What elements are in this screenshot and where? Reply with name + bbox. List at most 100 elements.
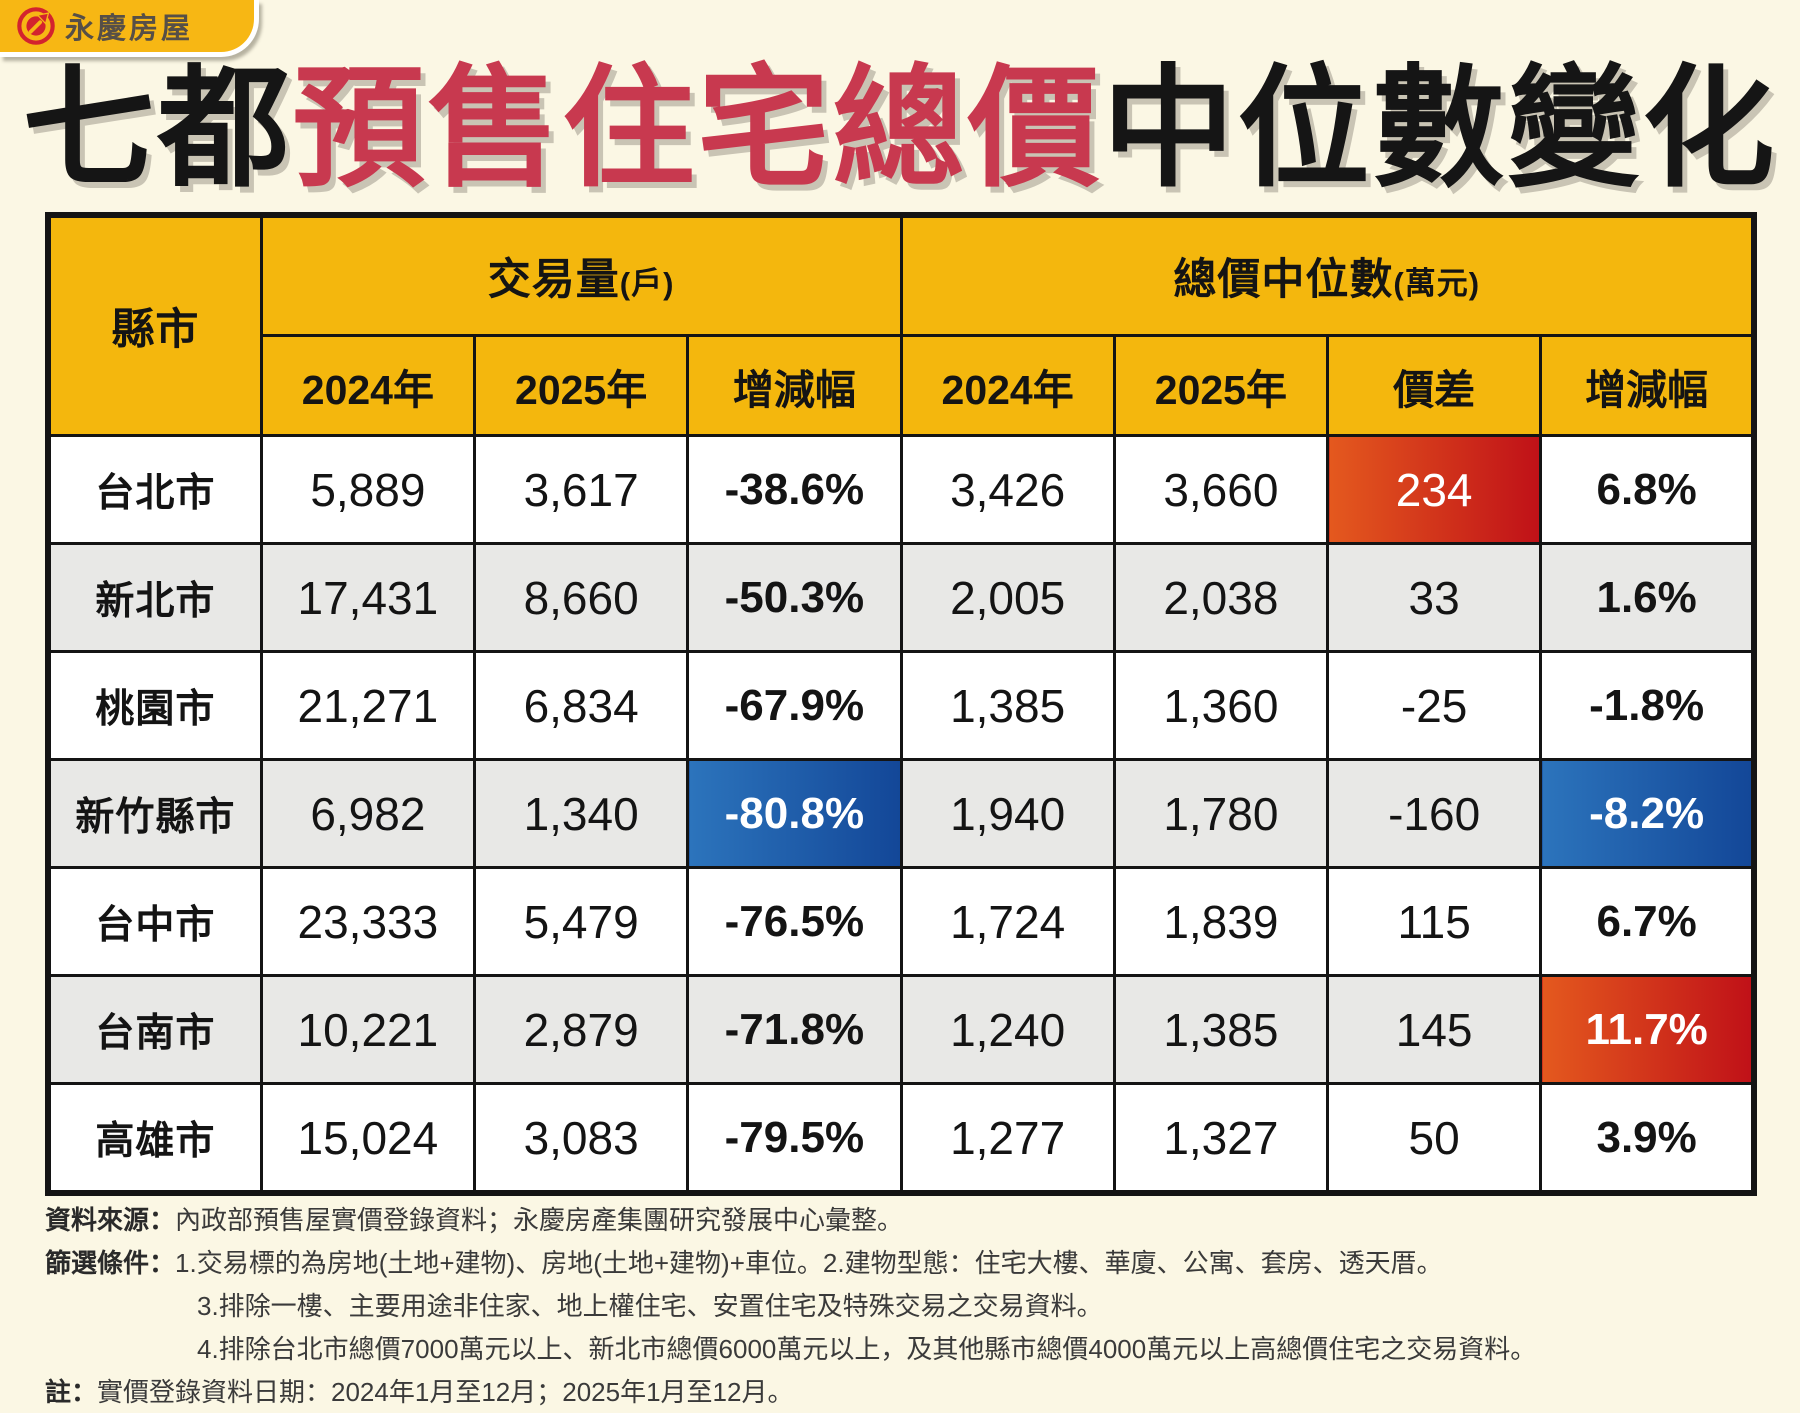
price-diff-cell: 50 xyxy=(1325,1082,1543,1195)
table-row-kaohsiung: 高雄市 15,024 3,083 -79.5% 1,277 1,327 50 3… xyxy=(46,1082,1756,1195)
vol-2024-cell: 10,221 xyxy=(259,974,477,1085)
table-row-taipei: 台北市 5,889 3,617 -38.6% 3,426 3,660 234 6… xyxy=(46,434,1756,545)
price-2025-cell: 1,360 xyxy=(1112,650,1330,761)
vol-2025-cell: 3,083 xyxy=(472,1082,690,1195)
remark-text: 實價登錄資料日期：2024年1月至12月；2025年1月至12月。 xyxy=(97,1377,794,1408)
price-change-cell: 3.9% xyxy=(1539,1082,1756,1195)
vol-2025-cell: 2,879 xyxy=(472,974,690,1085)
brand-name: 永慶房屋 xyxy=(65,13,194,45)
price-2025-cell: 1,385 xyxy=(1112,974,1330,1085)
brand-banner: 永慶房屋 xyxy=(0,0,259,57)
source-note: 資料來源：內政部預售屋實價登錄資料；永慶房產集團研究發展中心彙整。 xyxy=(45,1206,1761,1234)
city-cell: 台北市 xyxy=(46,434,263,545)
price-2025-cell: 3,660 xyxy=(1112,434,1330,545)
vol-2025-cell: 3,617 xyxy=(472,434,690,545)
price-2024-cell: 2,005 xyxy=(899,542,1116,653)
price-change-cell-highlight-blue: -8.2% xyxy=(1539,758,1756,869)
price-change-cell: 1.6% xyxy=(1539,542,1756,653)
filter-note-2: 3.排除一樓、主要用途非住家、地上權住宅、安置住宅及特殊交易之交易資料。 xyxy=(45,1292,1761,1320)
table-sub-header-row: 2024年 2025年 增減幅 2024年 2025年 價差 增減幅 xyxy=(48,334,1756,437)
price-group-label: 總價中位數 xyxy=(1173,256,1394,304)
title-black-prefix: 七都 xyxy=(22,55,293,202)
vol-change-header: 增減幅 xyxy=(686,334,903,437)
table-row-taoyuan: 桃園市 21,271 6,834 -67.9% 1,385 1,360 -25 … xyxy=(46,650,1756,761)
city-cell: 台中市 xyxy=(46,866,263,977)
filter-note-1: 篩選條件：1.交易標的為房地(土地+建物)、房地(土地+建物)+車位。2.建物型… xyxy=(45,1249,1761,1277)
city-cell: 新北市 xyxy=(46,542,263,653)
filter-text-3: 4.排除台北市總價7000萬元以上、新北市總價6000萬元以上，及其他縣市總價4… xyxy=(197,1334,1537,1365)
price-change-cell: -1.8% xyxy=(1539,650,1756,761)
yungching-logo-icon xyxy=(16,6,56,46)
title-red-middle: 預售住宅總價 xyxy=(292,55,1103,202)
price-2025-cell: 1,327 xyxy=(1112,1082,1330,1195)
volume-group-unit: (戶) xyxy=(619,266,675,301)
price-change-header: 增減幅 xyxy=(1539,334,1756,437)
price-2025-cell: 2,038 xyxy=(1112,542,1330,653)
remark-note: 註：實價登錄資料日期：2024年1月至12月；2025年1月至12月。 xyxy=(45,1378,1761,1406)
vol-change-cell: -50.3% xyxy=(686,542,903,653)
price-2024-cell: 1,940 xyxy=(899,758,1116,869)
price-group-unit: (萬元) xyxy=(1393,266,1481,301)
vol-2024-cell: 17,431 xyxy=(259,542,477,653)
source-label: 資料來源： xyxy=(45,1205,176,1235)
vol-change-cell: -67.9% xyxy=(686,650,903,761)
price-change-cell-highlight-red: 11.7% xyxy=(1539,974,1756,1085)
price-diff-cell: -160 xyxy=(1325,758,1543,869)
vol-2025-cell: 5,479 xyxy=(472,866,690,977)
price-2024-cell: 1,385 xyxy=(899,650,1116,761)
city-cell: 桃園市 xyxy=(46,650,263,761)
filter-text-1: 1.交易標的為房地(土地+建物)、房地(土地+建物)+車位。2.建物型態：住宅大… xyxy=(175,1248,1443,1279)
price-diff-cell: -25 xyxy=(1325,650,1543,761)
vol-2024-cell: 6,982 xyxy=(259,758,477,869)
table-group-header-row: 縣市 交易量(戶) 總價中位數(萬元) xyxy=(46,213,1756,437)
city-cell: 台南市 xyxy=(46,974,263,1085)
vol-2025-cell: 8,660 xyxy=(472,542,690,653)
price-2024-cell: 1,277 xyxy=(899,1082,1116,1195)
price-2024-header: 2024年 xyxy=(899,334,1116,437)
price-diff-cell: 145 xyxy=(1325,974,1543,1085)
vol-2024-cell: 5,889 xyxy=(259,434,477,545)
vol-change-cell-highlight-blue: -80.8% xyxy=(686,758,903,869)
city-cell: 新竹縣市 xyxy=(46,758,263,869)
vol-2024-header: 2024年 xyxy=(259,334,477,437)
price-diff-cell: 33 xyxy=(1325,542,1543,653)
city-cell: 高雄市 xyxy=(46,1082,263,1195)
price-2024-cell: 3,426 xyxy=(899,434,1116,545)
vol-2024-cell: 15,024 xyxy=(259,1082,477,1195)
price-2025-header: 2025年 xyxy=(1112,334,1330,437)
price-2025-cell: 1,839 xyxy=(1112,866,1330,977)
price-group-header: 總價中位數(萬元) xyxy=(899,213,1756,337)
volume-group-label: 交易量 xyxy=(487,256,620,304)
vol-2024-cell: 21,271 xyxy=(259,650,477,761)
filter-label: 篩選條件： xyxy=(45,1248,176,1279)
table-row-newtaipei: 新北市 17,431 8,660 -50.3% 2,005 2,038 33 1… xyxy=(46,542,1756,653)
price-2024-cell: 1,724 xyxy=(899,866,1116,977)
price-change-cell: 6.7% xyxy=(1539,866,1756,977)
price-diff-header: 價差 xyxy=(1325,334,1543,437)
table-row-hsinchu: 新竹縣市 6,982 1,340 -80.8% 1,940 1,780 -160… xyxy=(46,758,1756,869)
city-column-header: 縣市 xyxy=(46,213,263,437)
vol-change-cell: -79.5% xyxy=(686,1082,903,1195)
table-row-taichung: 台中市 23,333 5,479 -76.5% 1,724 1,839 115 … xyxy=(46,866,1756,977)
price-median-table: 縣市 交易量(戶) 總價中位數(萬元) 2024年 2025年 增減幅 2024… xyxy=(45,212,1757,1196)
table-row-tainan: 台南市 10,221 2,879 -71.8% 1,240 1,385 145 … xyxy=(46,974,1756,1085)
footnotes: 資料來源：內政部預售屋實價登錄資料；永慶房產集團研究發展中心彙整。 篩選條件：1… xyxy=(45,1206,1761,1413)
vol-change-cell: -38.6% xyxy=(686,434,903,545)
price-diff-cell-highlight-red: 234 xyxy=(1325,434,1543,545)
vol-change-cell: -76.5% xyxy=(686,866,903,977)
volume-group-header: 交易量(戶) xyxy=(259,213,903,337)
vol-2025-header: 2025年 xyxy=(472,334,690,437)
vol-2025-cell: 1,340 xyxy=(472,758,690,869)
price-2025-cell: 1,780 xyxy=(1112,758,1330,869)
vol-2024-cell: 23,333 xyxy=(259,866,477,977)
filter-note-3: 4.排除台北市總價7000萬元以上、新北市總價6000萬元以上，及其他縣市總價4… xyxy=(45,1335,1761,1363)
price-change-cell: 6.8% xyxy=(1539,434,1756,545)
source-text: 內政部預售屋實價登錄資料；永慶房產集團研究發展中心彙整。 xyxy=(175,1205,904,1235)
filter-text-2: 3.排除一樓、主要用途非住家、地上權住宅、安置住宅及特殊交易之交易資料。 xyxy=(197,1291,1103,1322)
remark-label: 註： xyxy=(45,1377,98,1408)
title-black-suffix: 中位數變化 xyxy=(1102,55,1778,202)
vol-2025-cell: 6,834 xyxy=(472,650,690,761)
page-title: 七都預售住宅總價中位數變化 xyxy=(0,55,1800,202)
vol-change-cell: -71.8% xyxy=(686,974,903,1085)
price-2024-cell: 1,240 xyxy=(899,974,1116,1085)
